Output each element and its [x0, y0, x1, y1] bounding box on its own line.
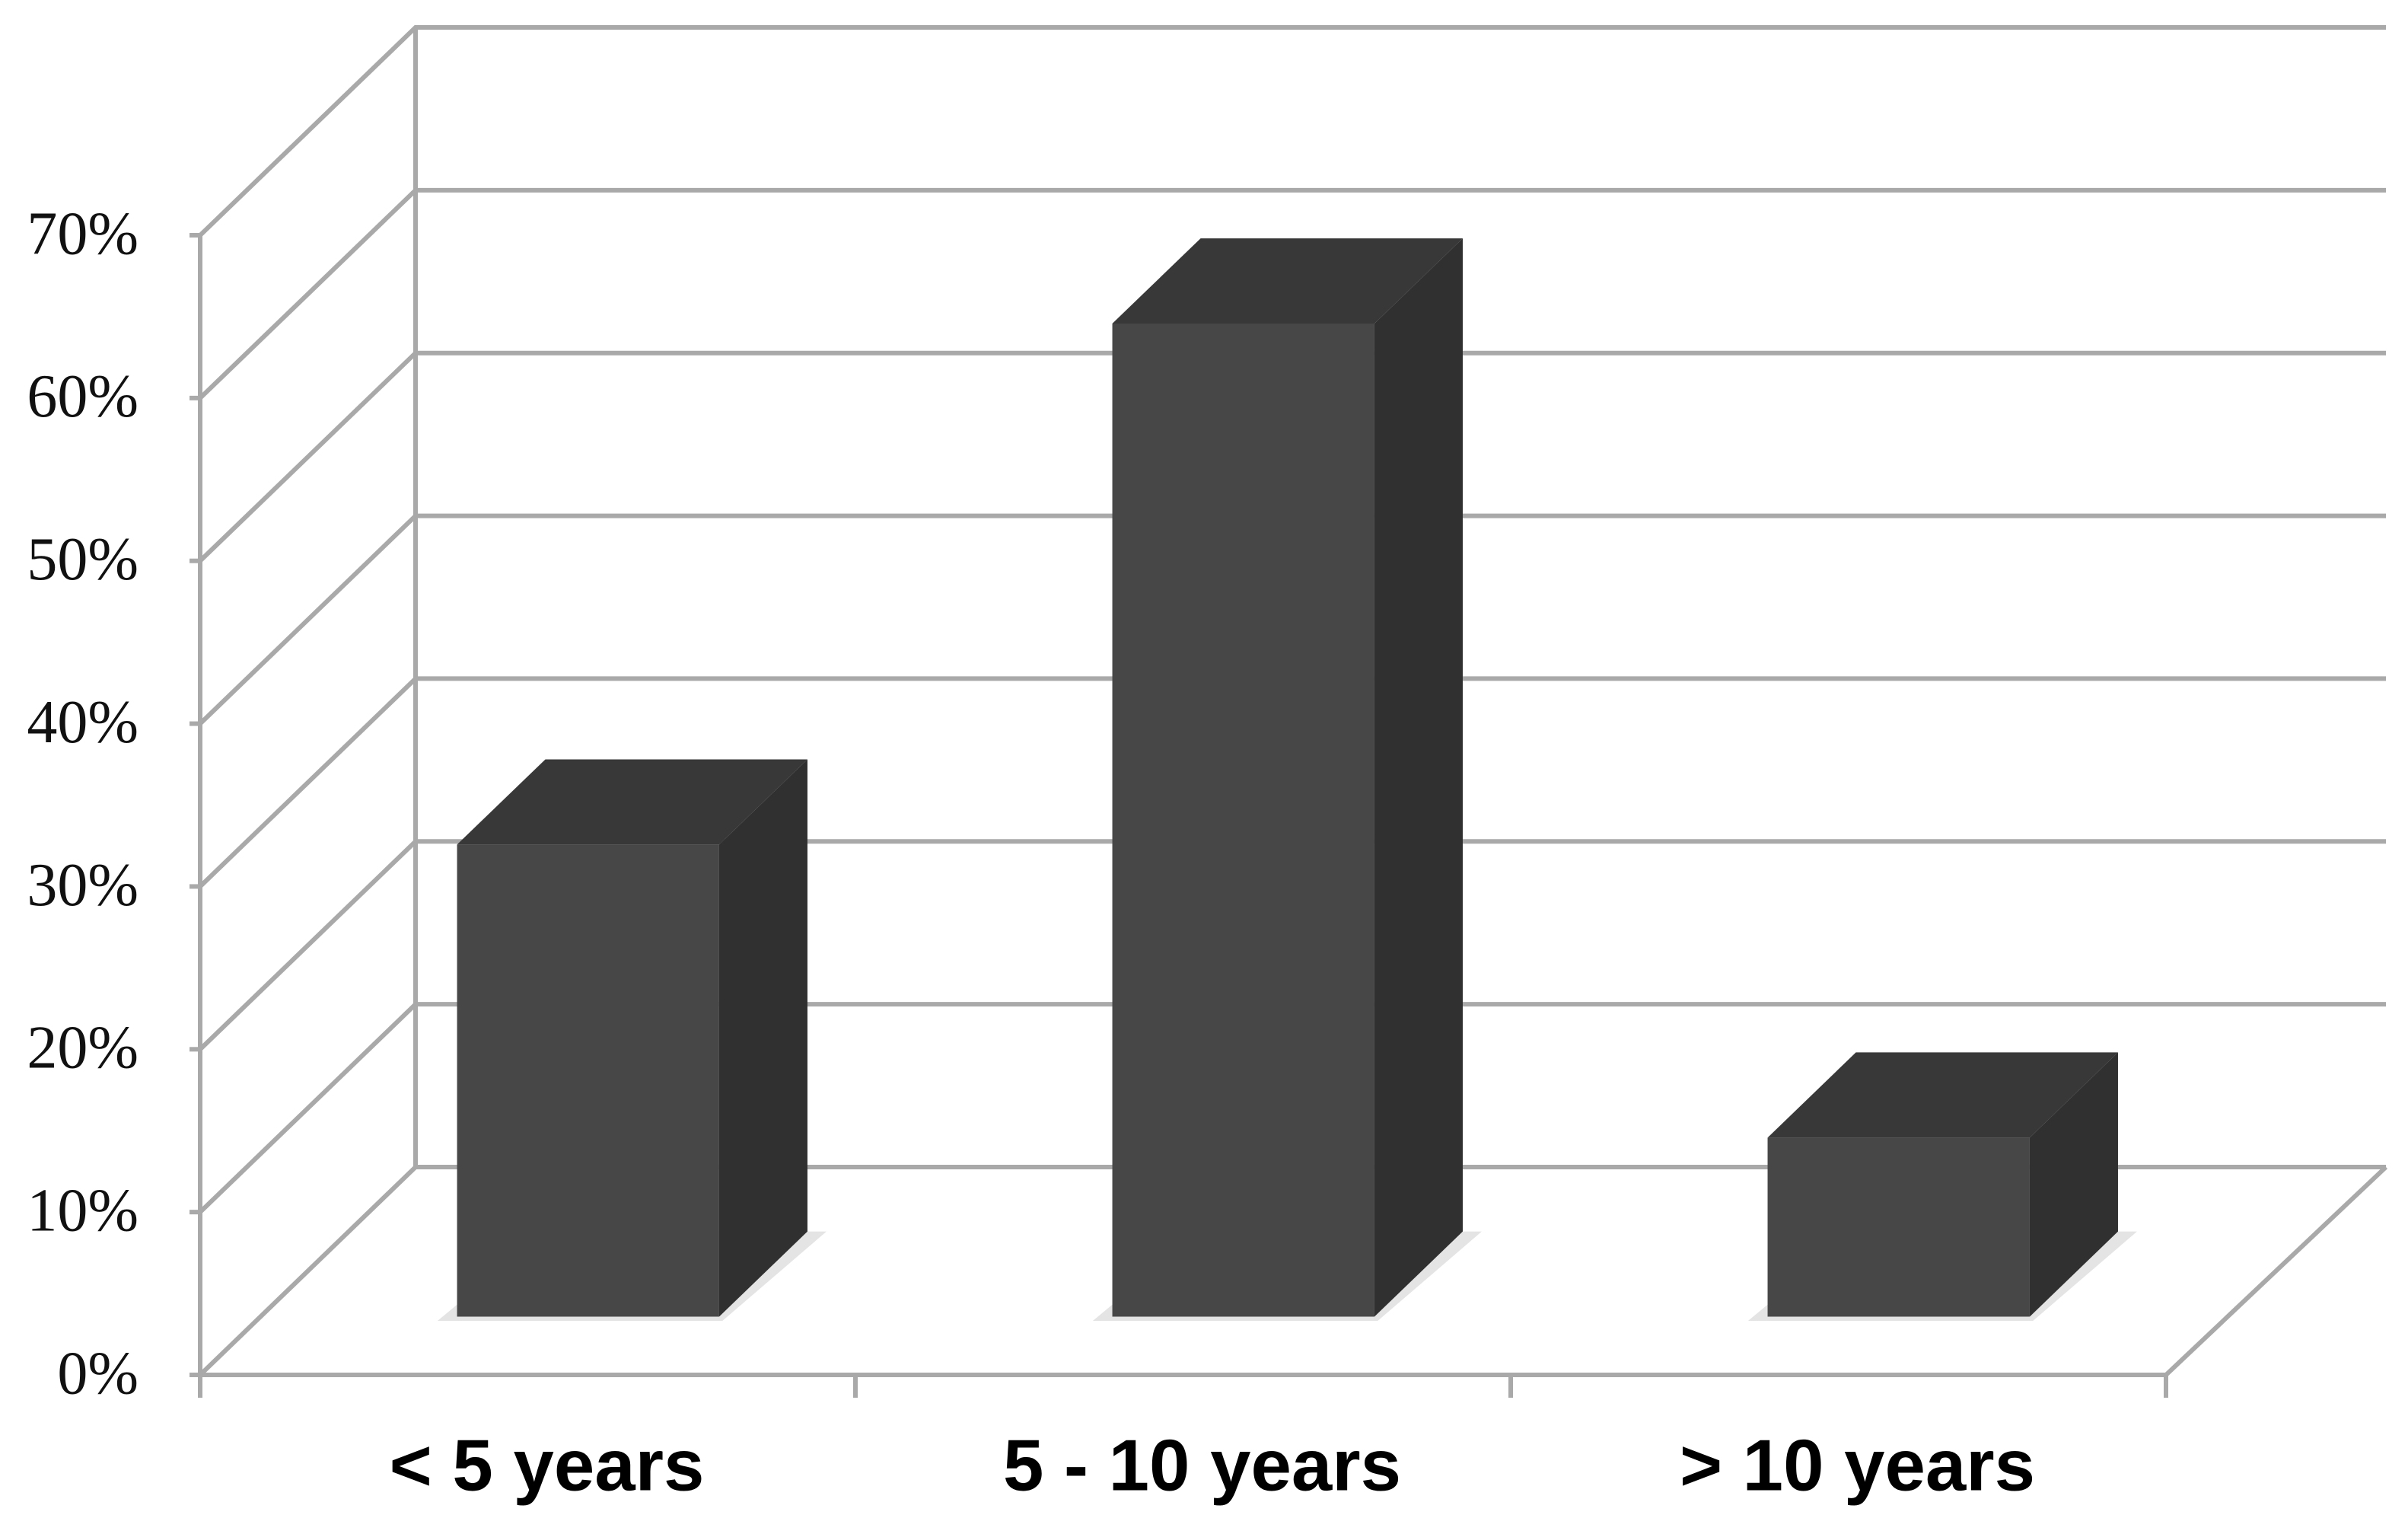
bar	[1767, 1137, 2030, 1317]
x-tick-label: > 10 years	[1680, 1424, 2035, 1506]
bar-side	[718, 759, 807, 1317]
bar-top	[457, 759, 807, 845]
x-tick-label: 5 - 10 years	[1003, 1424, 1401, 1506]
bar	[1112, 324, 1374, 1317]
grid-line	[198, 513, 2386, 726]
y-tick-label: 40%	[27, 689, 139, 756]
grid-line	[198, 187, 2386, 400]
grid-line	[198, 25, 2386, 238]
grid-line	[198, 1165, 2386, 1377]
grid-line	[198, 350, 2386, 563]
bar	[457, 844, 719, 1317]
y-tick-label: 60%	[27, 363, 139, 430]
x-tick-label: < 5 years	[390, 1424, 705, 1506]
bar-side	[1374, 238, 1463, 1317]
y-tick-label: 30%	[27, 852, 139, 919]
y-tick-label: 20%	[27, 1015, 139, 1082]
y-tick-label: 10%	[27, 1178, 139, 1245]
y-tick-label: 50%	[27, 526, 139, 593]
grid-line	[198, 676, 2386, 888]
y-tick-label: 0%	[57, 1340, 139, 1407]
bar-side	[2029, 1052, 2118, 1317]
y-tick-label: 70%	[27, 200, 139, 267]
bar-top	[1112, 238, 1463, 324]
grid-line	[198, 1002, 2386, 1214]
grid-line	[198, 839, 2386, 1051]
bar-top	[1767, 1052, 2118, 1138]
